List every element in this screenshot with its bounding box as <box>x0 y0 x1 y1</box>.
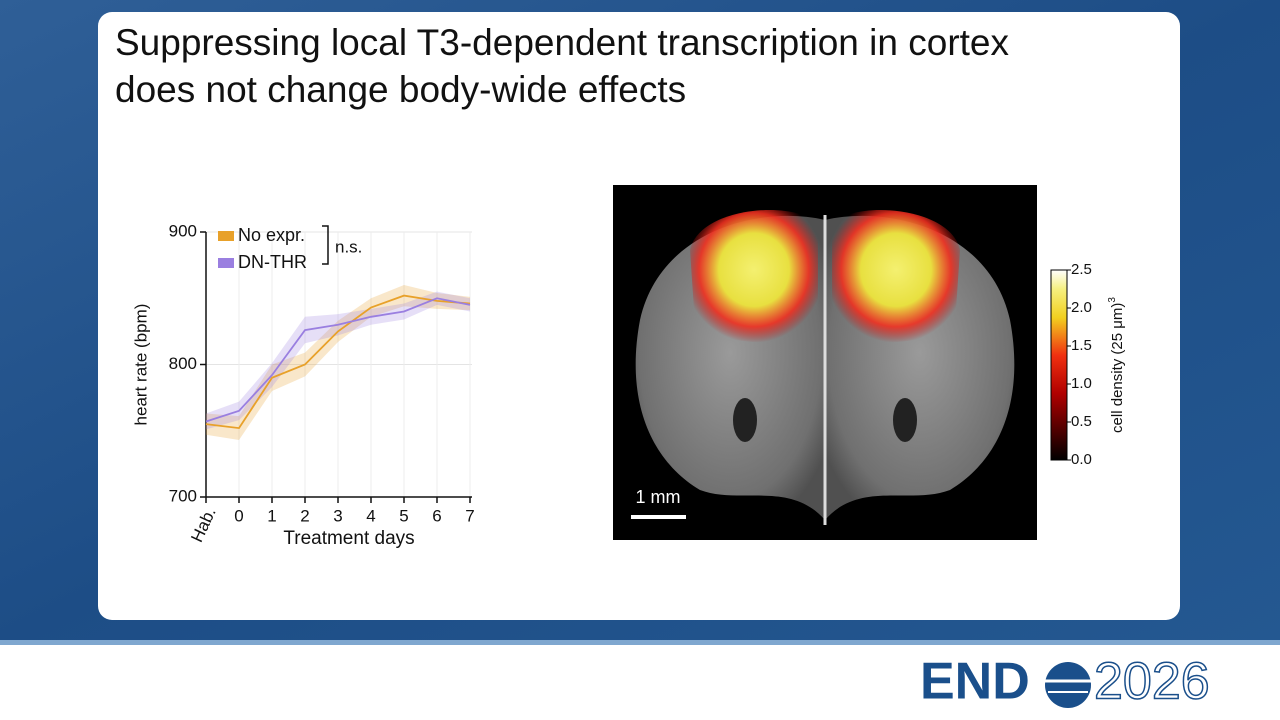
legend-label: No expr. <box>238 225 305 245</box>
error-band <box>206 285 470 441</box>
line <box>205 297 471 423</box>
legend-label: DN-THR <box>238 252 307 272</box>
error-band <box>206 291 470 430</box>
x-tick-label: 7 <box>465 506 474 525</box>
colorbar-tick-label: 1.5 <box>1071 337 1092 354</box>
colorbar-title: cell density (25 μm)3 <box>1107 297 1126 433</box>
title: Suppressing local T3-dependent transcrip… <box>115 22 1009 63</box>
x-tick-label: 3 <box>333 506 342 525</box>
y-tick-label: 800 <box>169 354 197 373</box>
annotation: n.s. <box>335 237 362 256</box>
scale-bar-label: 1 mm <box>636 487 681 507</box>
colorbar-tick-label: 0.5 <box>1071 413 1092 430</box>
colorbar-exponent: 3 <box>1107 297 1118 303</box>
bracket <box>322 225 329 265</box>
brain-image: 1 mm <box>613 185 1037 540</box>
x-tick-label: 4 <box>366 506 375 525</box>
x-tick-label: 5 <box>399 506 408 525</box>
line <box>205 294 471 430</box>
legend-swatch <box>218 231 234 241</box>
divider <box>0 640 1280 645</box>
y-tick-label: 700 <box>169 486 197 505</box>
x-tick-label: 2 <box>300 506 309 525</box>
logo-globe <box>1045 662 1091 708</box>
x-tick-label: 1 <box>267 506 276 525</box>
x-tick-label: 0 <box>234 506 243 525</box>
y-tick-label: 900 <box>169 221 197 240</box>
y-axis-title: heart rate (bpm) <box>131 304 150 426</box>
x-axis-title: Treatment days <box>283 528 414 549</box>
colorbar-tick-label: 1.0 <box>1071 375 1092 392</box>
colorbar-tick-label: 2.0 <box>1071 299 1092 316</box>
colorbar-label: cell density (25 μm) <box>1109 303 1126 433</box>
legend-swatch <box>218 258 234 268</box>
logo-year: 2026 <box>1094 653 1210 711</box>
x-tick-label: 6 <box>432 506 441 525</box>
colorbar-tick-label: 0.0 <box>1071 451 1092 468</box>
title: does not change body-wide effects <box>115 69 686 110</box>
logo-brand: END <box>920 653 1030 711</box>
colorbar-tick-label: 2.5 <box>1071 261 1092 278</box>
colorbar <box>1050 269 1068 461</box>
